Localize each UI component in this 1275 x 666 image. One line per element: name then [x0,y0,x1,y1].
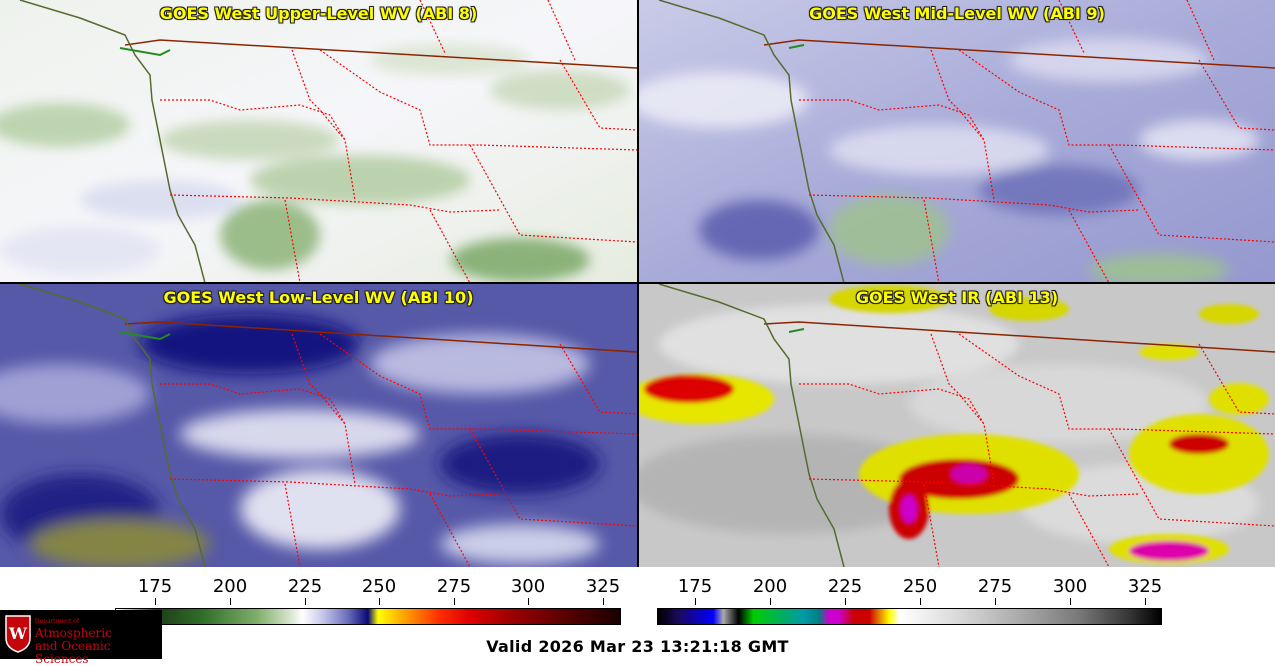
wv-tick-mark [379,598,380,605]
logo-line-1: Atmospheric [35,626,112,640]
ir-tick-label: 200 [752,576,788,597]
low-level-wv-image [0,284,637,567]
mid-level-wv-panel: GOES West Mid-Level WV (ABI 9) [639,0,1275,283]
low-level-wv-title: GOES West Low-Level WV (ABI 10) [163,288,474,307]
wv-tick-mark [155,598,156,605]
upper-level-wv-title: GOES West Upper-Level WV (ABI 8) [159,4,478,23]
ir-tick-mark [770,598,771,605]
ir-tick-label: 175 [677,576,713,597]
ir-colorbar [657,608,1162,625]
aos-logo[interactable]: W Department of Atmospheric and Oceanic … [0,610,162,666]
ir-tick-mark [995,598,996,605]
mid-level-wv-image [639,0,1275,283]
ir-tick-mark [1145,598,1146,605]
ir-tick-label: 275 [977,576,1013,597]
ir-tick-mark [1070,598,1071,605]
upper-level-wv-image [0,0,637,283]
ir-tick-label: 325 [1127,576,1163,597]
ir-tick-mark [845,598,846,605]
wv-tick-label: 225 [287,576,323,597]
wv-tick-mark [305,598,306,605]
wv-tick-mark [454,598,455,605]
wv-tick-label: 250 [361,576,397,597]
logo-department-text: Department of [35,618,79,625]
uw-crest-icon: W [5,615,31,653]
wv-tick-mark [528,598,529,605]
panel-divider-horizontal [0,282,1275,284]
ir-image [639,284,1275,567]
mid-level-wv-title: GOES West Mid-Level WV (ABI 9) [809,4,1105,23]
wv-tick-label: 275 [436,576,472,597]
ir-colorbar-ticks: 175 200 225 250 275 300 325 [657,576,1163,605]
wv-tick-label: 325 [585,576,621,597]
valid-time-text: Valid 2026 Mar 23 13:21:18 GMT [486,637,789,656]
ir-title: GOES West IR (ABI 13) [855,288,1059,307]
svg-text:W: W [8,624,28,643]
wv-tick-label: 300 [510,576,546,597]
ir-tick-label: 250 [902,576,938,597]
ir-tick-label: 300 [1052,576,1088,597]
wv-tick-mark [230,598,231,605]
wv-colorbar [115,608,621,625]
wv-tick-mark [603,598,604,605]
ir-panel: GOES West IR (ABI 13) [639,284,1275,567]
ir-tick-mark [920,598,921,605]
ir-tick-label: 225 [827,576,863,597]
low-level-wv-panel: GOES West Low-Level WV (ABI 10) [0,284,637,567]
wv-colorbar-ticks: 175 200 225 250 275 300 325 [115,576,621,605]
wv-tick-label: 200 [212,576,248,597]
upper-level-wv-panel: GOES West Upper-Level WV (ABI 8) [0,0,637,283]
wv-tick-label: 175 [137,576,173,597]
ir-tick-mark [695,598,696,605]
